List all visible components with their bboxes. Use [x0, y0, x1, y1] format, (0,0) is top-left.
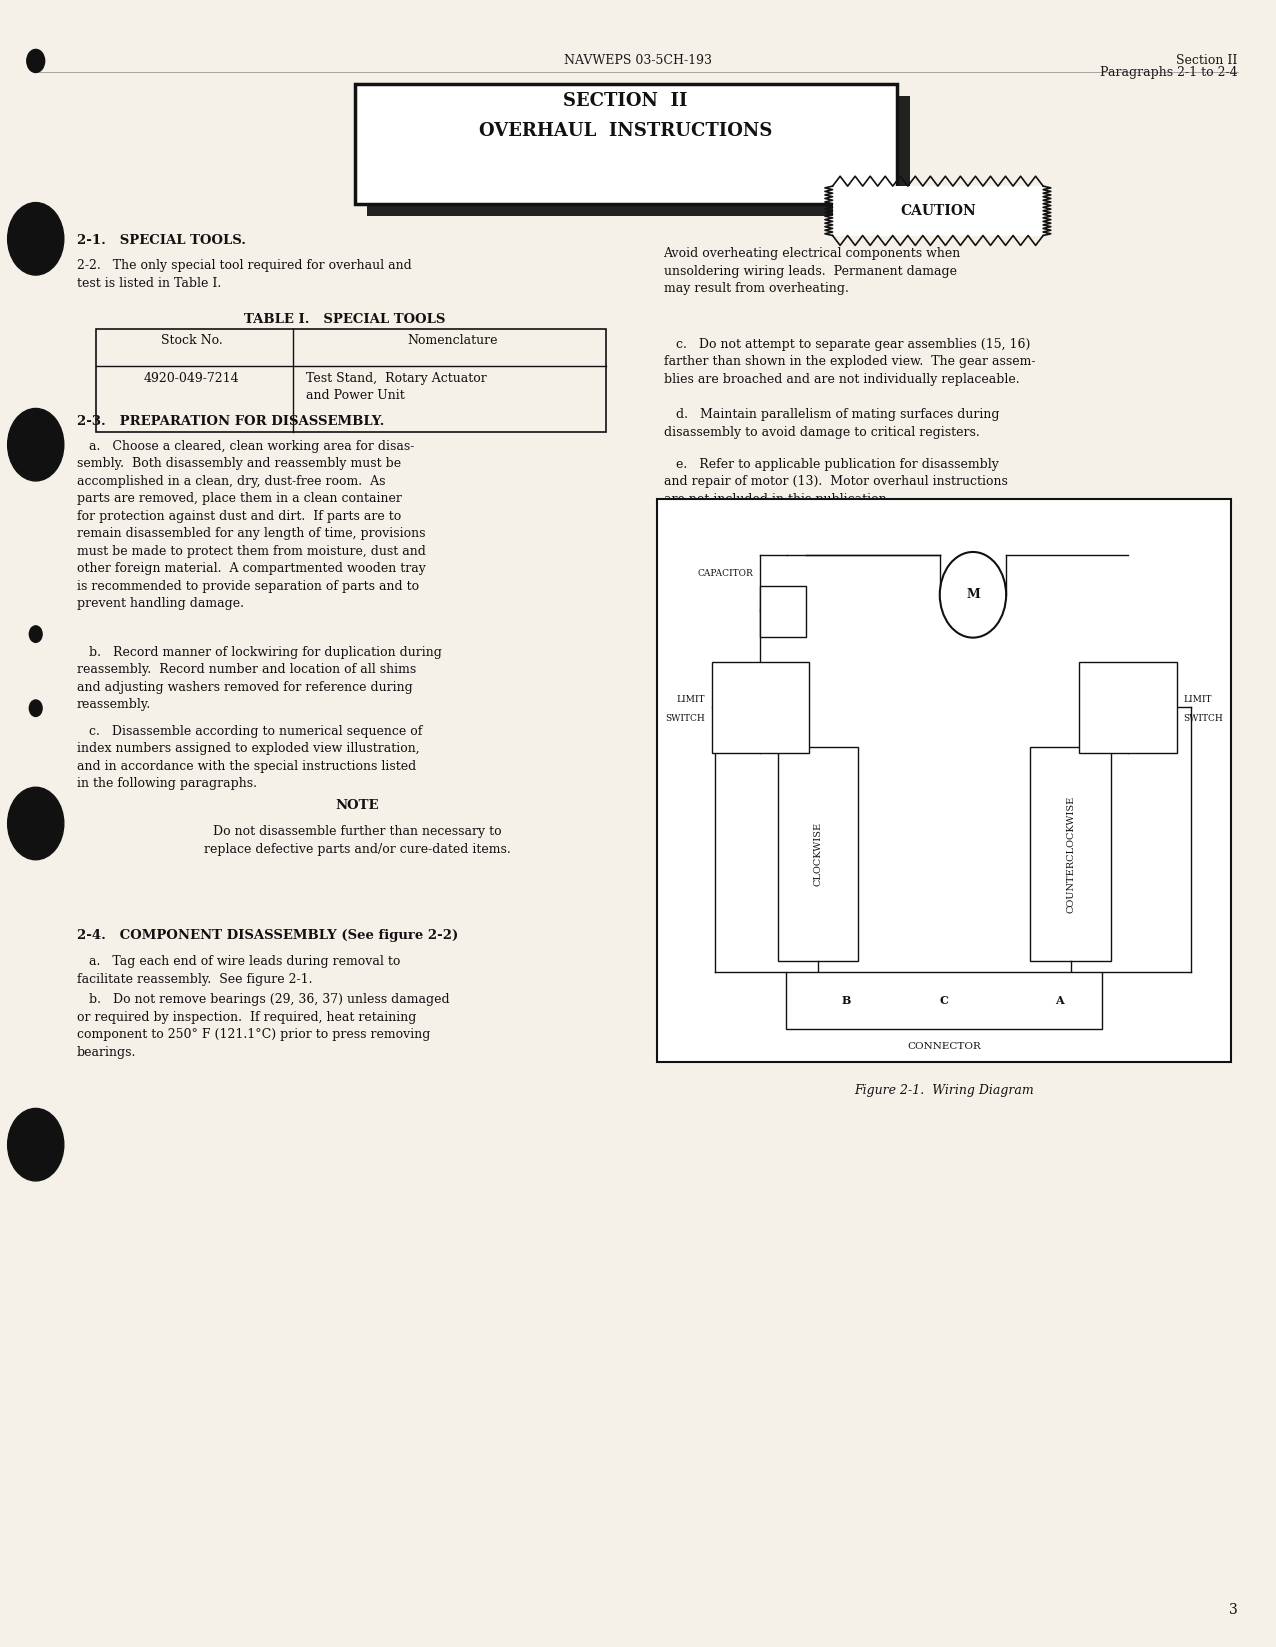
- Text: CONNECTOR: CONNECTOR: [907, 1041, 981, 1051]
- Text: SECTION  II: SECTION II: [563, 92, 688, 110]
- Bar: [1079, 662, 1176, 753]
- Circle shape: [8, 203, 64, 275]
- Text: SWITCH: SWITCH: [1183, 715, 1222, 723]
- Bar: [778, 746, 859, 960]
- Circle shape: [8, 1108, 64, 1181]
- Text: a.   Tag each end of wire leads during removal to
facilitate reassembly.  See fi: a. Tag each end of wire leads during rem…: [77, 955, 399, 987]
- Text: 3: 3: [1229, 1603, 1238, 1617]
- Bar: [786, 972, 1102, 1028]
- Circle shape: [8, 408, 64, 481]
- Text: NAVWEPS 03-5CH-193: NAVWEPS 03-5CH-193: [564, 54, 712, 68]
- Text: TABLE I.   SPECIAL TOOLS: TABLE I. SPECIAL TOOLS: [244, 313, 445, 326]
- Text: c.   Do not attempt to separate gear assemblies (15, 16)
farther than shown in t: c. Do not attempt to separate gear assem…: [664, 338, 1035, 385]
- Text: COUNTERCLOCKWISE: COUNTERCLOCKWISE: [1065, 796, 1076, 912]
- FancyBboxPatch shape: [355, 84, 897, 204]
- Circle shape: [8, 787, 64, 860]
- Text: e.   Refer to applicable publication for disassembly
and repair of motor (13).  : e. Refer to applicable publication for d…: [664, 458, 1007, 506]
- Text: C: C: [940, 995, 948, 1006]
- Text: CAUTION: CAUTION: [900, 204, 976, 217]
- Text: b.   Record manner of lockwiring for duplication during
reassembly.  Record numb: b. Record manner of lockwiring for dupli…: [77, 646, 441, 712]
- Text: b.   Do not remove bearings (29, 36, 37) unless damaged
or required by inspectio: b. Do not remove bearings (29, 36, 37) u…: [77, 993, 449, 1059]
- Text: Stock No.: Stock No.: [161, 334, 222, 348]
- Text: 4920-049-7214: 4920-049-7214: [144, 372, 239, 385]
- Circle shape: [29, 700, 42, 716]
- Text: Figure 2-1.  Wiring Diagram: Figure 2-1. Wiring Diagram: [855, 1084, 1034, 1097]
- Text: 2-3.   PREPARATION FOR DISASSEMBLY.: 2-3. PREPARATION FOR DISASSEMBLY.: [77, 415, 384, 428]
- Text: A: A: [1055, 995, 1063, 1006]
- Text: d.   Maintain parallelism of mating surfaces during
disassembly to avoid damage : d. Maintain parallelism of mating surfac…: [664, 408, 999, 440]
- Text: NOTE: NOTE: [336, 799, 379, 812]
- Text: a.   Choose a cleared, clean working area for disas-
sembly.  Both disassembly a: a. Choose a cleared, clean working area …: [77, 440, 425, 611]
- Bar: [1030, 746, 1110, 960]
- Text: LIMIT: LIMIT: [676, 695, 706, 703]
- Text: Section II: Section II: [1176, 54, 1238, 68]
- Circle shape: [29, 626, 42, 642]
- Text: OVERHAUL  INSTRUCTIONS: OVERHAUL INSTRUCTIONS: [478, 122, 772, 140]
- Text: CAPACITOR: CAPACITOR: [697, 570, 753, 578]
- Text: Test Stand,  Rotary Actuator
and Power Unit: Test Stand, Rotary Actuator and Power Un…: [306, 372, 487, 402]
- Text: Do not disassemble further than necessary to
replace defective parts and/or cure: Do not disassemble further than necessar…: [204, 825, 510, 856]
- Bar: [760, 586, 806, 637]
- Text: M: M: [966, 588, 980, 601]
- Bar: [657, 499, 1231, 1062]
- Bar: [832, 186, 1042, 236]
- Text: 2-2.   The only special tool required for overhaul and
test is listed in Table I: 2-2. The only special tool required for …: [77, 259, 411, 290]
- Bar: [96, 329, 606, 432]
- Text: Nomenclature: Nomenclature: [408, 334, 498, 348]
- Text: LIMIT: LIMIT: [1183, 695, 1212, 703]
- Text: c.   Disassemble according to numerical sequence of
index numbers assigned to ex: c. Disassemble according to numerical se…: [77, 725, 422, 791]
- Text: B: B: [842, 995, 851, 1006]
- Text: Avoid overheating electrical components when
unsoldering wiring leads.  Permanen: Avoid overheating electrical components …: [664, 247, 961, 295]
- Text: 2-4.   COMPONENT DISASSEMBLY (See figure 2-2): 2-4. COMPONENT DISASSEMBLY (See figure 2…: [77, 929, 458, 942]
- Text: Paragraphs 2-1 to 2-4: Paragraphs 2-1 to 2-4: [1100, 66, 1238, 79]
- Bar: [712, 662, 809, 753]
- Text: 2-1.   SPECIAL TOOLS.: 2-1. SPECIAL TOOLS.: [77, 234, 245, 247]
- FancyBboxPatch shape: [367, 96, 910, 216]
- Circle shape: [939, 552, 1005, 637]
- Text: SWITCH: SWITCH: [666, 715, 706, 723]
- Text: CLOCKWISE: CLOCKWISE: [813, 822, 823, 886]
- Circle shape: [27, 49, 45, 72]
